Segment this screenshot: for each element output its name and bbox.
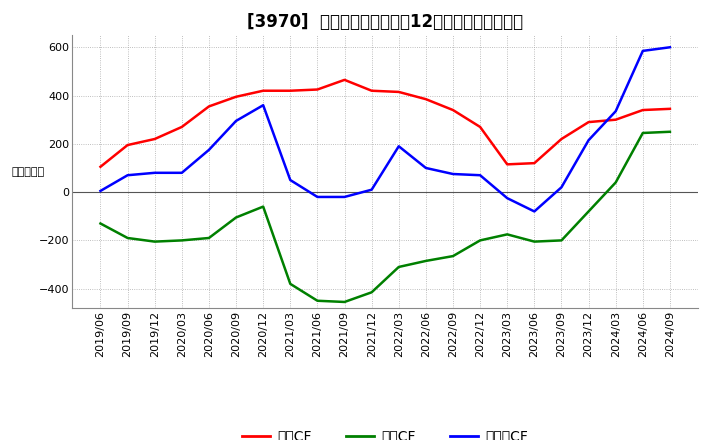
営業CF bbox=[232, 94, 240, 99]
投資CF bbox=[639, 130, 647, 136]
フリーCF bbox=[584, 138, 593, 143]
フリーCF bbox=[421, 165, 430, 171]
Line: フリーCF: フリーCF bbox=[101, 47, 670, 212]
投資CF bbox=[530, 239, 539, 244]
フリーCF bbox=[259, 103, 268, 108]
営業CF bbox=[367, 88, 376, 93]
営業CF bbox=[341, 77, 349, 83]
営業CF bbox=[421, 96, 430, 102]
Y-axis label: （百万円）: （百万円） bbox=[12, 167, 45, 176]
フリーCF bbox=[123, 172, 132, 178]
フリーCF bbox=[449, 171, 457, 176]
投資CF bbox=[96, 221, 105, 226]
営業CF bbox=[639, 107, 647, 113]
投資CF bbox=[449, 253, 457, 259]
投資CF bbox=[584, 209, 593, 214]
投資CF bbox=[341, 299, 349, 304]
営業CF bbox=[150, 136, 159, 142]
投資CF bbox=[232, 215, 240, 220]
営業CF bbox=[313, 87, 322, 92]
投資CF bbox=[476, 238, 485, 243]
フリーCF bbox=[150, 170, 159, 176]
投資CF bbox=[421, 258, 430, 264]
フリーCF bbox=[286, 177, 294, 183]
フリーCF bbox=[557, 185, 566, 190]
投資CF bbox=[178, 238, 186, 243]
営業CF bbox=[476, 124, 485, 129]
フリーCF bbox=[232, 118, 240, 124]
営業CF bbox=[204, 104, 213, 109]
投資CF bbox=[557, 238, 566, 243]
投資CF bbox=[150, 239, 159, 244]
Legend: 営業CF, 投資CF, フリーCF: 営業CF, 投資CF, フリーCF bbox=[243, 429, 528, 440]
投資CF bbox=[123, 235, 132, 241]
営業CF bbox=[395, 89, 403, 95]
投資CF bbox=[611, 180, 620, 185]
投資CF bbox=[665, 129, 674, 134]
投資CF bbox=[367, 290, 376, 295]
営業CF bbox=[259, 88, 268, 93]
投資CF bbox=[313, 298, 322, 304]
営業CF bbox=[449, 107, 457, 113]
フリーCF bbox=[639, 48, 647, 54]
投資CF bbox=[395, 264, 403, 270]
営業CF bbox=[503, 162, 511, 167]
営業CF bbox=[96, 164, 105, 169]
フリーCF bbox=[367, 187, 376, 192]
フリーCF bbox=[313, 194, 322, 200]
営業CF bbox=[178, 124, 186, 129]
投資CF bbox=[286, 281, 294, 286]
営業CF bbox=[123, 143, 132, 148]
Title: [3970]  キャッシュフローの12か月移動合計の推移: [3970] キャッシュフローの12か月移動合計の推移 bbox=[247, 13, 523, 31]
フリーCF bbox=[96, 188, 105, 194]
フリーCF bbox=[341, 194, 349, 200]
営業CF bbox=[557, 136, 566, 142]
フリーCF bbox=[665, 44, 674, 50]
フリーCF bbox=[395, 143, 403, 149]
フリーCF bbox=[530, 209, 539, 214]
営業CF bbox=[611, 117, 620, 122]
営業CF bbox=[665, 106, 674, 111]
フリーCF bbox=[611, 109, 620, 114]
フリーCF bbox=[476, 172, 485, 178]
フリーCF bbox=[503, 195, 511, 201]
フリーCF bbox=[204, 147, 213, 153]
フリーCF bbox=[178, 170, 186, 176]
営業CF bbox=[584, 120, 593, 125]
投資CF bbox=[503, 232, 511, 237]
Line: 投資CF: 投資CF bbox=[101, 132, 670, 302]
投資CF bbox=[259, 204, 268, 209]
投資CF bbox=[204, 235, 213, 241]
営業CF bbox=[530, 161, 539, 166]
Line: 営業CF: 営業CF bbox=[101, 80, 670, 167]
営業CF bbox=[286, 88, 294, 93]
